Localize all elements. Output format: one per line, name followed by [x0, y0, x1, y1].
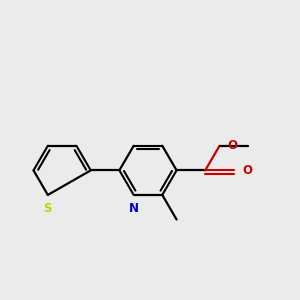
Text: N: N	[129, 202, 139, 214]
Text: O: O	[242, 164, 252, 177]
Text: S: S	[44, 202, 52, 214]
Text: O: O	[228, 139, 238, 152]
